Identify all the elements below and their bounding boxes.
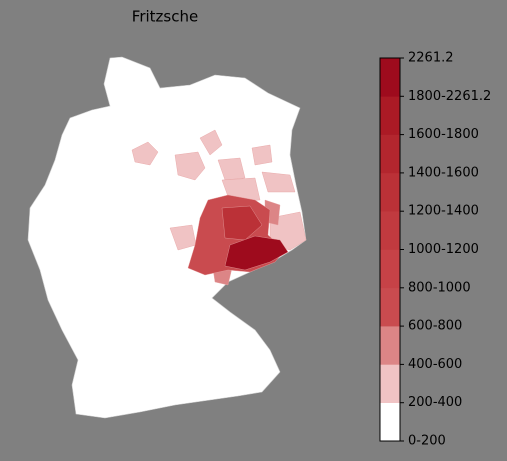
legend-label: 1200-1400 (408, 204, 479, 219)
legend-label: 1600-1800 (408, 127, 479, 142)
country-outline (27, 56, 307, 419)
legend-swatch (380, 211, 400, 250)
legend-swatch (380, 249, 400, 289)
legend: 0-200 200-400 400-600 600-800 800-1000 1000-1… (379, 51, 491, 449)
region (251, 144, 273, 166)
legend-label: 600-800 (408, 319, 462, 334)
legend-label: 400-600 (408, 357, 462, 372)
region (217, 157, 246, 181)
region (261, 171, 296, 193)
legend-swatch (380, 58, 400, 97)
legend-label: 1400-1600 (408, 165, 479, 180)
region (131, 141, 159, 166)
legend-label: 1000-1200 (408, 242, 479, 257)
map-title: Fritzsche (132, 8, 198, 26)
map (27, 56, 307, 419)
legend-swatch (380, 172, 400, 212)
legend-swatch (380, 364, 400, 403)
legend-swatch (380, 326, 400, 365)
legend-label: 200-400 (408, 395, 462, 410)
region (174, 151, 206, 181)
legend-swatch (380, 96, 400, 135)
legend-swatch (380, 134, 400, 174)
region (221, 205, 263, 241)
region (199, 129, 223, 156)
legend-label: 0-200 (408, 434, 446, 449)
legend-swatch (380, 402, 400, 442)
choropleth-regions (131, 129, 307, 286)
legend-label: 2261.2 (408, 51, 454, 66)
legend-label: 1800-2261.2 (408, 89, 491, 104)
region (224, 235, 289, 271)
legend-swatch (380, 287, 400, 327)
legend-label: 800-1000 (408, 280, 471, 295)
